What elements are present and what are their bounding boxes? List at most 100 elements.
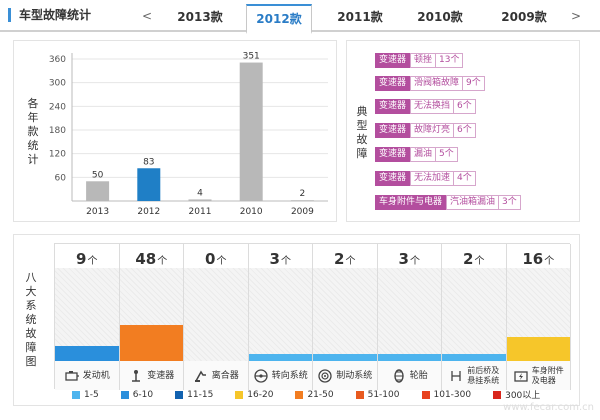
bar-2013 [86, 181, 110, 201]
fault-desc: 无法换挡 [410, 99, 455, 114]
x-tick-label: 2011 [189, 207, 212, 217]
legend-item: 300以上 [493, 388, 540, 401]
y-tick-label: 60 [55, 173, 67, 183]
fault-category: 变速器 [375, 171, 411, 186]
fault-item[interactable]: 变速器 无法换挡 6个 [375, 99, 476, 114]
fault-item[interactable]: 变速器 故障灯亮 6个 [375, 123, 476, 138]
header-bar: 车型故障统计 < 2013款 2012款 2011款 2010款 2009款 > [0, 0, 600, 34]
system-bar [442, 354, 506, 361]
x-tick-label: 2013 [86, 207, 109, 217]
year-bar-chart: 60 120 180 240 300 360 50 2013 83 2012 4 2011 351 201… [49, 52, 328, 217]
fault-count: 3个 [499, 195, 521, 210]
legend-label: 6-10 [132, 389, 154, 400]
fault-desc: 漏油 [410, 147, 437, 162]
steering-wheel-icon [253, 368, 269, 383]
eight-systems-label: 八 大 系 统 故 障 图 [25, 271, 37, 368]
bar-2011 [188, 199, 212, 201]
system-name: 制动系统 [336, 370, 373, 381]
system-label-cell[interactable]: 离合器 [184, 361, 249, 390]
system-name: 车身附件 及电器 [531, 365, 564, 385]
system-count: 2个 [334, 250, 356, 268]
system-column[interactable]: 0个 [184, 244, 249, 361]
legend-item: 51-100 [355, 388, 400, 401]
fault-desc: 无法加速 [410, 171, 455, 186]
fault-item[interactable]: 变速器 滑阀箱故障 9个 [375, 76, 485, 91]
legend-item: 21-50 [295, 388, 334, 401]
fault-count: 13个 [436, 53, 464, 68]
system-name: 前后桥及 悬挂系统 [467, 365, 500, 385]
tab-next-arrow[interactable]: > [571, 9, 582, 23]
legend-swatch [295, 390, 304, 399]
system-label-cell[interactable]: 变速器 [119, 361, 184, 390]
fault-desc: 汽油箱漏油 [446, 195, 500, 210]
system-label-cell[interactable]: 转向系统 [248, 361, 313, 390]
fault-category: 变速器 [375, 53, 411, 68]
fault-desc: 顿挫 [410, 53, 437, 68]
system-name: 轮胎 [409, 370, 428, 381]
year-stats-label: 各 年 款 统 计 [27, 97, 39, 166]
bar-value-label: 4 [197, 188, 203, 198]
system-label-cell[interactable]: 前后桥及 悬挂系统 [442, 361, 507, 390]
legend-label: 300以上 [505, 391, 541, 401]
system-label-cell[interactable]: 车身附件 及电器 [506, 361, 571, 390]
y-tick-label: 240 [49, 102, 66, 112]
tab-2013[interactable]: 2013款 [177, 10, 223, 24]
suspension-icon [448, 369, 464, 383]
system-column[interactable]: 3个 [377, 244, 442, 361]
fault-count: 9个 [463, 76, 485, 91]
system-count: 48个 [135, 250, 168, 268]
system-name: 转向系统 [271, 370, 308, 381]
system-bar [55, 346, 119, 361]
legend: 1-5 6-10 11-15 16-20 21-50 51-100 101-300 300以上 [72, 388, 540, 401]
system-name: 离合器 [211, 370, 239, 381]
watermark: www.fecar.com.cn [503, 402, 594, 413]
tire-icon [391, 368, 407, 383]
fault-item[interactable]: 变速器 漏油 5个 [375, 147, 458, 162]
system-label-cell[interactable]: 轮胎 [377, 361, 442, 390]
system-label-cell[interactable]: 制动系统 [313, 361, 378, 390]
system-bar [377, 354, 441, 361]
brake-disc-icon [317, 368, 333, 383]
tab-2012[interactable]: 2012款 [246, 4, 312, 34]
tab-prev-arrow[interactable]: < [142, 9, 153, 23]
system-bar [248, 354, 312, 361]
system-column[interactable]: 2个 [442, 244, 507, 361]
gearshift-icon [128, 369, 144, 383]
bar-value-label: 83 [143, 157, 154, 167]
legend-item: 11-15 [175, 388, 213, 401]
system-bar [119, 324, 183, 361]
legend-item: 16-20 [235, 388, 273, 401]
fault-count: 4个 [454, 171, 476, 186]
fault-category: 变速器 [375, 147, 411, 162]
fault-count: 6个 [454, 99, 476, 114]
tab-2009[interactable]: 2009款 [501, 10, 547, 24]
system-column[interactable]: 9个 [55, 244, 120, 361]
tab-2010[interactable]: 2010款 [417, 10, 463, 24]
legend-swatch [175, 390, 184, 399]
legend-swatch [235, 390, 244, 399]
fault-item[interactable]: 变速器 顿挫 13个 [375, 53, 464, 68]
bar-2012 [137, 168, 161, 201]
legend-label: 1-5 [84, 389, 99, 400]
y-tick-label: 180 [49, 126, 66, 136]
eight-systems-panel: 八 大 系 统 故 障 图 9个 发动机 48个变速器 0个离合器 3个转向系统 2个制动… [13, 234, 580, 406]
system-column[interactable]: 2个 [313, 244, 378, 361]
legend-swatch [72, 390, 80, 399]
legend-label: 11-15 [187, 389, 214, 400]
system-bar [506, 336, 570, 361]
fault-item[interactable]: 变速器 无法加速 4个 [375, 171, 476, 186]
legend-swatch [421, 390, 430, 399]
systems-grid: 9个 发动机 48个变速器 0个离合器 3个转向系统 2个制动系统 3个轮胎 2个前后桥及 悬挂… [54, 243, 571, 390]
system-column[interactable]: 16个 [506, 244, 571, 361]
system-label-cell[interactable]: 发动机 [55, 361, 120, 390]
system-column[interactable]: 3个 [248, 244, 313, 361]
system-bar [313, 354, 377, 361]
x-tick-label: 2010 [240, 207, 263, 217]
fault-desc: 滑阀箱故障 [410, 76, 464, 91]
tab-2011[interactable]: 2011款 [337, 10, 383, 24]
legend-label: 101-300 [433, 389, 472, 400]
fault-item[interactable]: 车身附件与电器 汽油箱漏油 3个 [375, 195, 521, 210]
legend-item: 1-5 [72, 388, 99, 401]
system-column[interactable]: 48个 [119, 244, 184, 361]
y-tick-label: 120 [49, 150, 66, 160]
